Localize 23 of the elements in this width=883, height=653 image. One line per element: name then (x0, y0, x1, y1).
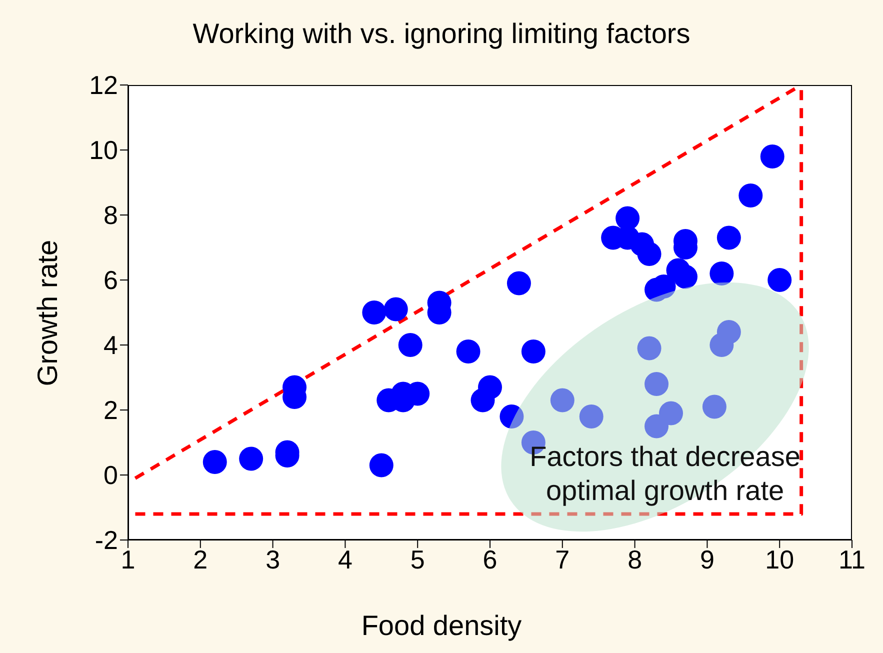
y-tick-label: 6 (104, 265, 118, 296)
x-tick-label: 4 (338, 544, 352, 574)
x-tick-label: 8 (628, 544, 642, 574)
x-tick-label: 7 (555, 544, 570, 574)
chart-title: Working with vs. ignoring limiting factors (192, 18, 692, 50)
x-tick-label: 11 (838, 544, 866, 574)
y-tick-label: 4 (104, 330, 118, 360)
x-tick-label: 1 (120, 544, 136, 574)
y-tick-label: 12 (89, 70, 118, 100)
y-tick-label: 8 (104, 200, 118, 230)
y-tick-label: 10 (89, 135, 118, 166)
x-tick-label: 10 (765, 544, 794, 574)
x-axis-title: Food density (360, 610, 523, 642)
y-tick-label: 2 (104, 395, 118, 426)
y-tick-label: -2 (94, 525, 118, 556)
y-tick-label: 0 (104, 460, 118, 490)
annotation: Factors that decrease optimal growth rate (528, 440, 802, 508)
x-tick-label: 5 (410, 544, 425, 574)
y-axis-title: Growth rate (32, 239, 64, 386)
x-tick-label: 2 (193, 544, 208, 574)
x-tick-label: 9 (700, 544, 714, 574)
x-tick-label: 6 (482, 544, 498, 574)
x-tick-label: 3 (266, 544, 280, 574)
